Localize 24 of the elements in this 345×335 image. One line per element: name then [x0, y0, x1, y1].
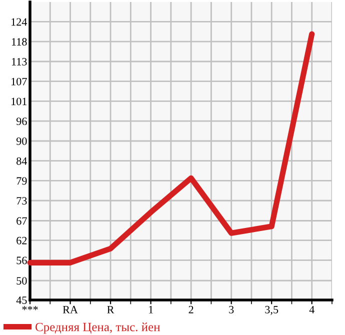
legend-label: Средняя Цена, тыс. йен	[36, 322, 160, 334]
x-tick-label: ***	[22, 306, 38, 310]
y-tick-label: 113	[12, 58, 27, 66]
y-tick-label: 67	[16, 217, 27, 225]
y-tick-label: 96	[16, 118, 27, 126]
y-tick-label: 79	[16, 177, 27, 185]
y-tick-label: 84	[16, 157, 28, 165]
y-tick-label: 101	[12, 98, 27, 106]
y-tick-label: 73	[16, 197, 27, 205]
x-tick-label: 3	[229, 306, 234, 314]
x-tick-label: 2	[188, 306, 194, 314]
y-tick-label: 90	[16, 137, 27, 145]
y-tick-label: 56	[16, 256, 27, 264]
y-tick-label: 62	[16, 236, 27, 244]
y-tick-label: 50	[16, 277, 27, 285]
x-tick-label: R	[107, 306, 114, 314]
x-tick-label: 1	[149, 306, 153, 314]
x-tick-label: RA	[62, 306, 78, 314]
y-tick-label: 124	[12, 18, 28, 26]
y-tick-label: 45	[16, 296, 27, 304]
x-tick-label: 4	[309, 306, 314, 314]
y-tick-label: 118	[12, 38, 27, 46]
x-tick-label: 3,5	[265, 306, 278, 315]
y-tick-label: 107	[12, 78, 27, 86]
